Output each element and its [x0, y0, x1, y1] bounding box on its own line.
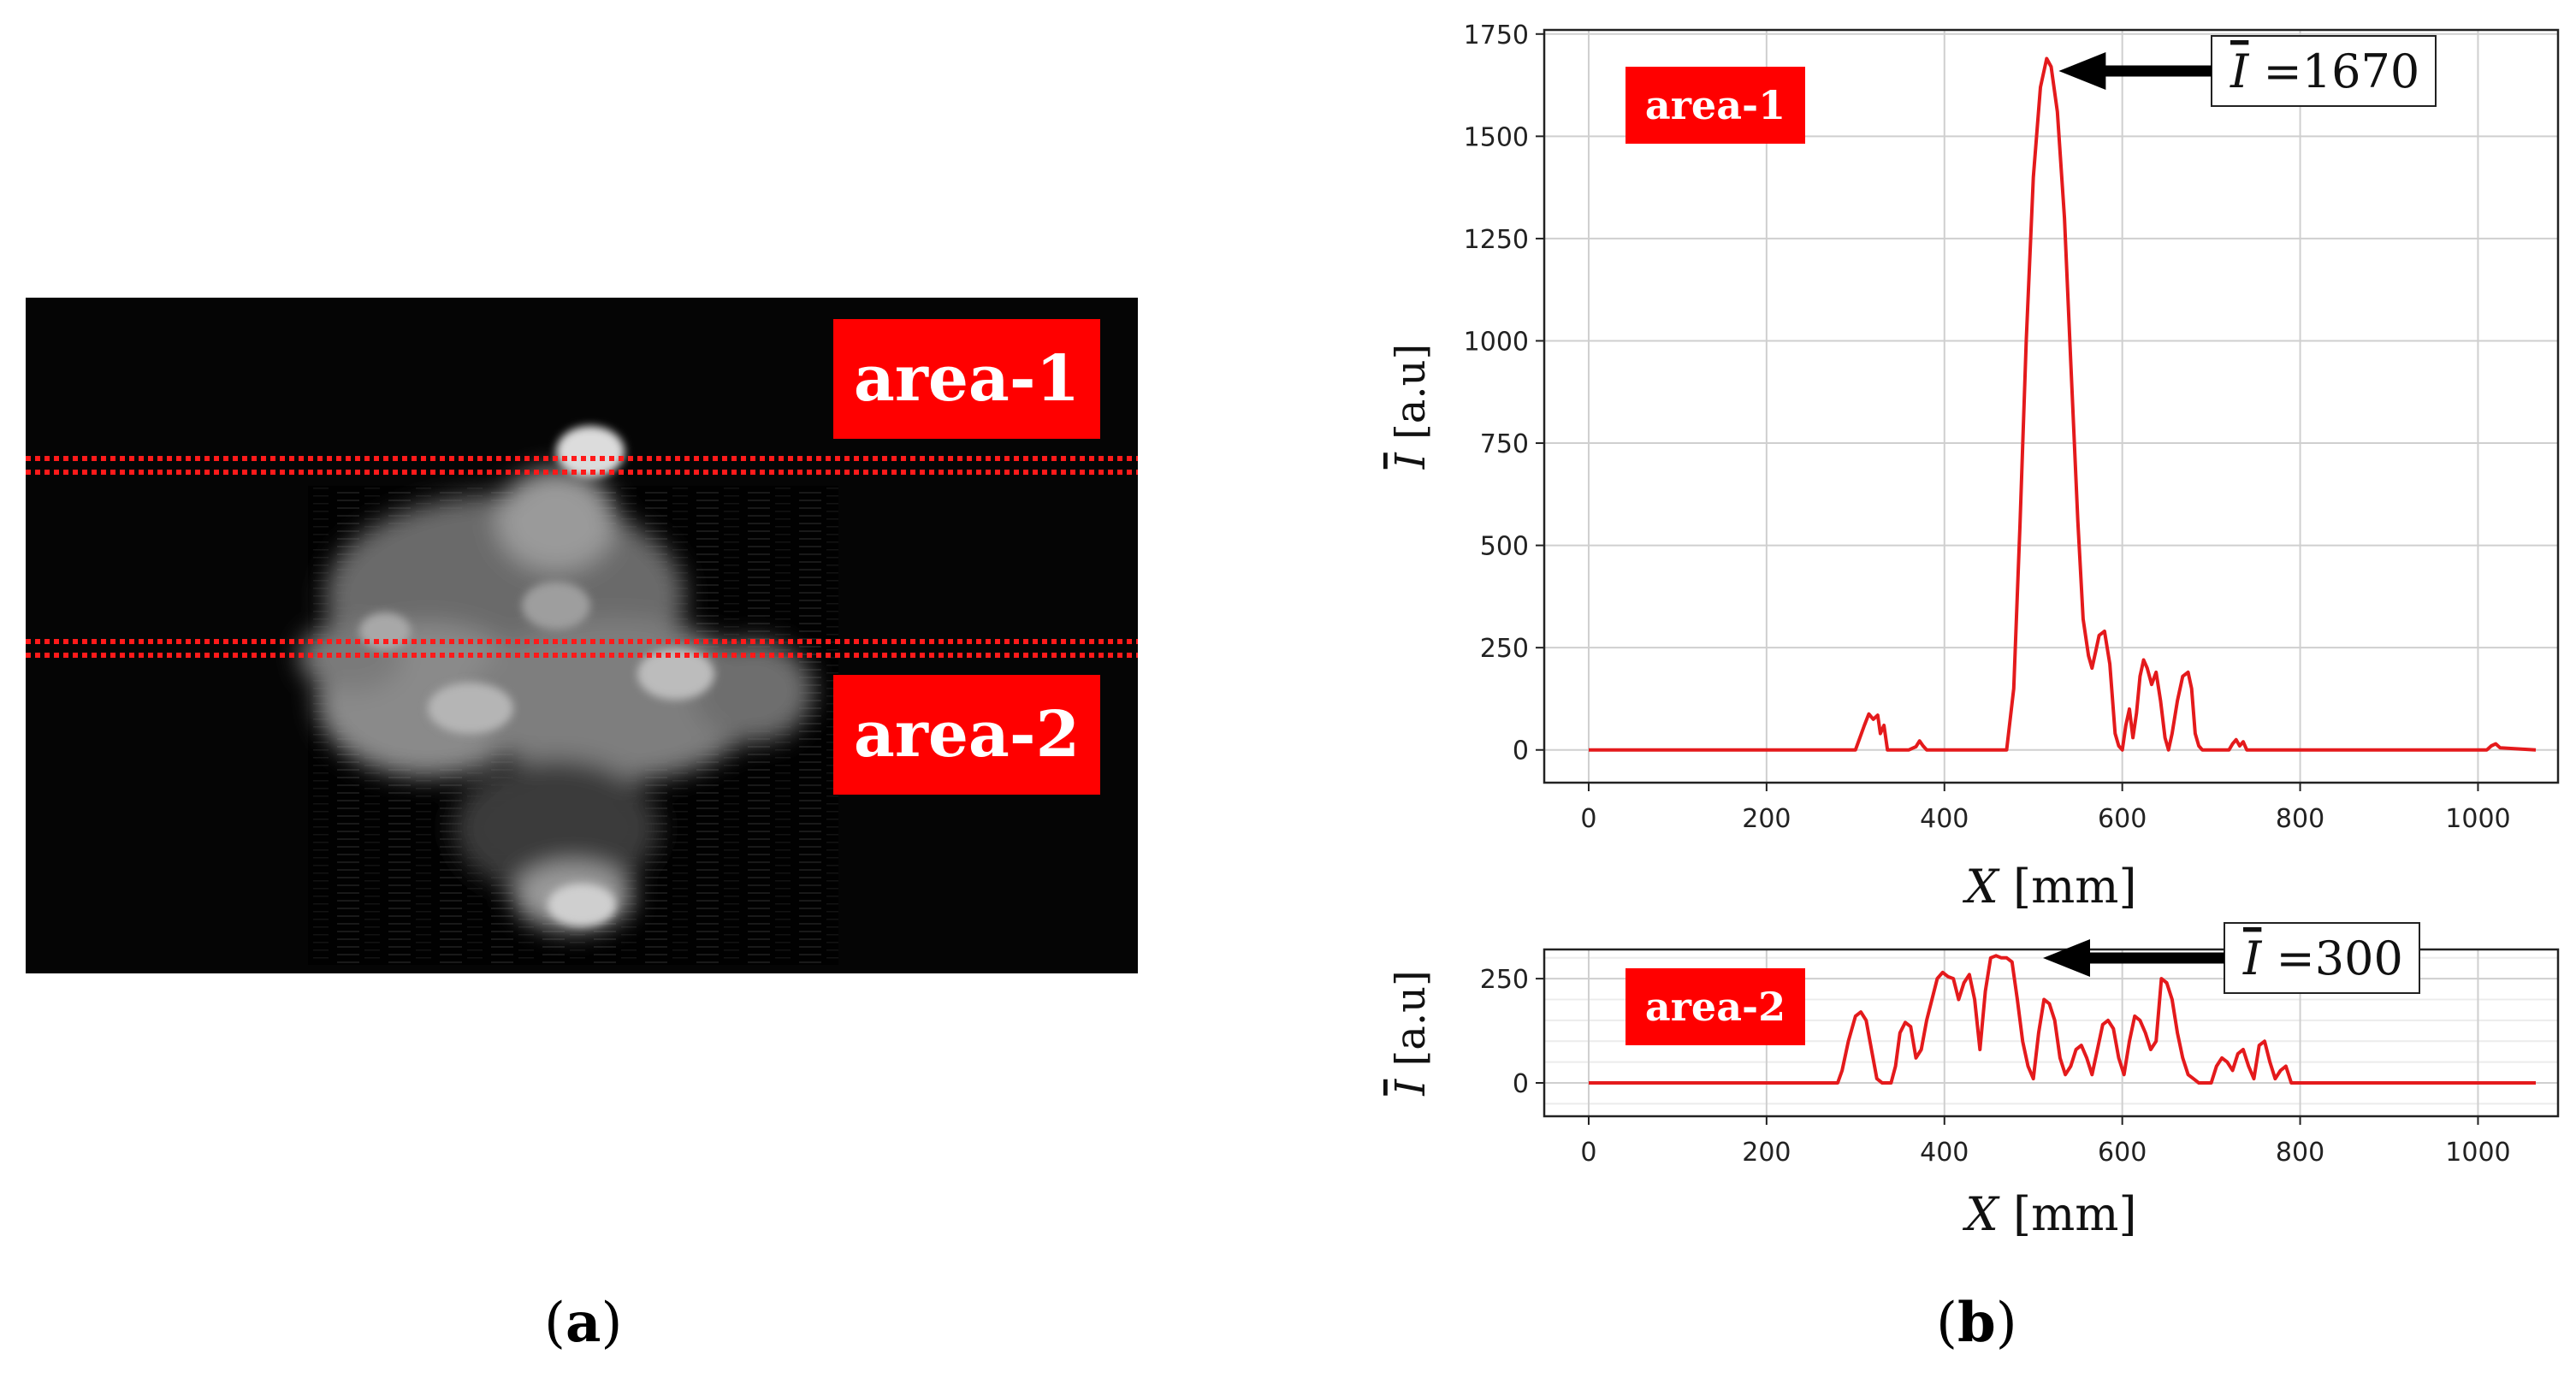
x-axis-symbol: X: [1962, 1187, 2013, 1241]
annotation-arrow-head: [2058, 52, 2106, 90]
y-tick-label: 750: [1480, 429, 1529, 459]
x-tick-label: 600: [2098, 1138, 2147, 1168]
x-axis-symbol: X: [1962, 860, 2013, 914]
area-tag-box: [1626, 968, 1805, 1045]
x-axis-unit: [mm]: [2013, 860, 2137, 914]
annotation-box: [2224, 922, 2420, 994]
annotation-text: I =1670: [2230, 44, 2419, 98]
scan-line-area-1: [26, 456, 1138, 475]
y-axis-unit: [a.u]: [1387, 344, 1435, 453]
annotation-arrow-head: [2043, 939, 2090, 977]
caption-b-close: ): [1995, 1292, 2017, 1355]
area-tag-label: area-1: [1645, 82, 1785, 128]
y-axis-title: I [a.u]: [1387, 970, 1435, 1096]
y-tick-label: 250: [1480, 965, 1529, 995]
y-tick-label: 1750: [1464, 21, 1529, 50]
y-tick-label: 250: [1480, 634, 1529, 664]
y-axis-title: I [a.u]: [1387, 344, 1435, 470]
x-tick-label: 1000: [2445, 1138, 2510, 1168]
y-axis-symbol: I: [1387, 452, 1435, 470]
x-axis-unit: [mm]: [2013, 1187, 2137, 1241]
caption-a-letter: a: [565, 1291, 601, 1355]
caption-b-open: (: [1936, 1292, 1957, 1355]
x-tick-label: 0: [1580, 804, 1596, 834]
x-tick-label: 400: [1920, 804, 1969, 834]
scan-line-area-2: [26, 639, 1138, 658]
x-tick-label: 1000: [2445, 804, 2510, 834]
x-axis-title: X [mm]: [1962, 860, 2136, 914]
annotation-symbol: I: [2230, 44, 2250, 98]
annotation-text: I =300: [2242, 931, 2403, 985]
y-axis-title-text: I [a.u]: [1387, 344, 1435, 470]
x-tick-label: 200: [1742, 1138, 1791, 1168]
caption-a-open: (: [544, 1292, 566, 1355]
chart-area-1: 0 200 400 600 800 1000 0 250 500 750 1000 1250 1500 1…: [1387, 21, 2560, 914]
area-2-label: area-2: [833, 675, 1100, 795]
scatter-highlights: [359, 426, 714, 926]
y-tick-label: 0: [1513, 736, 1529, 766]
y-tick-label: 500: [1480, 532, 1529, 562]
caption-b: (b): [1936, 1296, 2017, 1351]
x-tick-label: 600: [2098, 804, 2147, 834]
annotation-box: [2211, 35, 2437, 107]
series-line: [1589, 56, 2537, 752]
caption-a: (a): [544, 1296, 622, 1351]
x-axis-title: X [mm]: [1962, 1187, 2136, 1241]
y-tick-label: 1500: [1464, 122, 1529, 152]
y-tick-label: 0: [1513, 1069, 1529, 1099]
panel-a: area-1 area-2: [26, 298, 1138, 973]
area-tag-label: area-2: [1645, 984, 1785, 1030]
y-axis-title-text: I [a.u]: [1387, 970, 1435, 1096]
chart-area-2: 0 200 400 600 800 1000 0 250 X [mm] I [a.u] area-2…: [1387, 922, 2560, 1241]
area-1-label: area-1: [833, 319, 1100, 439]
annotation-symbol: I: [2242, 931, 2263, 985]
x-tick-label: 0: [1580, 1138, 1596, 1168]
y-axis-unit: [a.u]: [1387, 970, 1435, 1079]
y-axis-symbol: I: [1387, 1079, 1435, 1097]
annotation-value: =1670: [2248, 44, 2419, 98]
caption-a-close: ): [601, 1292, 623, 1355]
plot-frame: [1543, 948, 2560, 1118]
area-tag-box: [1626, 67, 1805, 144]
x-tick-label: 800: [2276, 804, 2324, 834]
x-tick-label: 200: [1742, 804, 1791, 834]
annotation-value: =300: [2261, 931, 2402, 985]
y-tick-label: 1250: [1464, 225, 1529, 255]
caption-b-letter: b: [1957, 1291, 1996, 1355]
y-tick-label: 1000: [1464, 327, 1529, 357]
series-line: [1589, 954, 2536, 1085]
plot-frame: [1543, 28, 2560, 784]
x-tick-label: 400: [1920, 1138, 1969, 1168]
x-tick-label: 800: [2276, 1138, 2324, 1168]
